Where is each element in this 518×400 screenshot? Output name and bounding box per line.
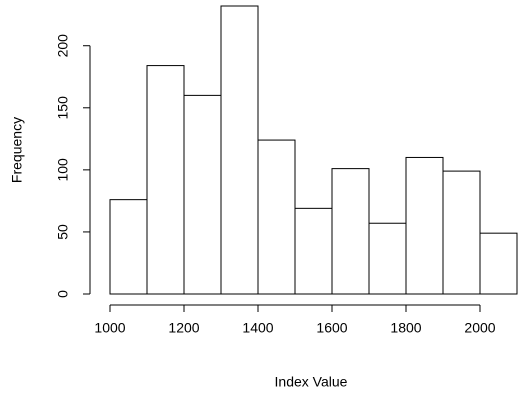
bar	[109, 199, 148, 295]
bar	[220, 5, 259, 295]
x-tick-label: 1400	[242, 320, 273, 336]
bar	[442, 170, 481, 295]
bar	[405, 156, 444, 295]
bar	[479, 232, 518, 295]
x-tick-label: 1000	[94, 320, 125, 336]
x-tick-label: 1200	[168, 320, 199, 336]
bar	[331, 168, 370, 295]
bar	[146, 65, 185, 295]
x-tick-label: 1800	[390, 320, 421, 336]
x-tick-label: 1600	[316, 320, 347, 336]
bar	[294, 207, 333, 295]
y-axis-label: Frequency	[9, 117, 25, 183]
bar	[183, 94, 222, 295]
y-tick-label: 200	[55, 34, 71, 58]
y-tick-label: 150	[55, 96, 71, 120]
y-tick-label: 100	[55, 158, 71, 182]
bar	[368, 222, 407, 295]
y-tick-label: 50	[55, 224, 71, 240]
x-axis-label: Index Value	[275, 374, 348, 390]
bar	[257, 139, 296, 295]
y-tick-label: 0	[55, 290, 71, 298]
x-tick-label: 2000	[464, 320, 495, 336]
